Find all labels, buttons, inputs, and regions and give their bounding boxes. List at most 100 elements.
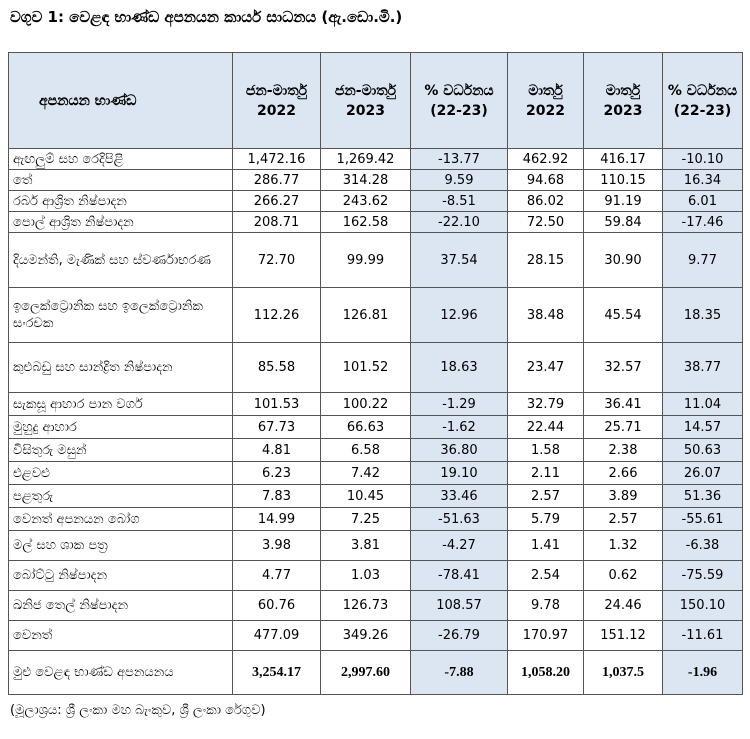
value-cell: 99.99	[320, 232, 411, 288]
row-label: මුළු වෙළඳ භාණ්ඩ අපනයනය	[8, 650, 233, 695]
value-cell: 5.79	[507, 507, 584, 531]
value-cell: 7.25	[320, 507, 411, 531]
value-cell: 2.57	[507, 484, 584, 508]
value-cell: -4.27	[410, 530, 508, 561]
value-cell: 72.70	[232, 232, 321, 288]
value-cell: 37.54	[410, 232, 508, 288]
value-cell: 66.63	[320, 415, 411, 439]
value-cell: 266.27	[232, 190, 321, 212]
value-cell: 6.58	[320, 438, 411, 462]
value-cell: -17.46	[662, 211, 743, 233]
header-cell: මාර්තු 2022	[507, 52, 584, 149]
value-cell: 100.22	[320, 392, 411, 416]
row-label: රබර් ආශ්‍රිත නිෂ්පාදන	[8, 190, 233, 212]
table-row: එළවළු 6.23 7.42 19.10 2.11 2.66 26.07	[8, 461, 743, 485]
value-cell: 12.96	[410, 287, 508, 343]
value-cell: 1.41	[507, 530, 584, 561]
table-title: වගුව 1: වෙළඳ භාණ්ඩ අපනයන කාර්ය සාධනය (ඇ.…	[10, 8, 403, 26]
header-row: අපනයන භාණ්ඩ ජන-මාර්තු 2022 ජන-මාර්තු 2023%…	[8, 52, 743, 149]
row-label: වෙනත් අපනයන බෝග	[8, 507, 233, 531]
row-label: විසිතුරු මසුන්	[8, 438, 233, 462]
value-cell: -8.51	[410, 190, 508, 212]
table-row: මුහුදු ආහාර 67.73 66.63 -1.62 22.44 25.71 14.5…	[8, 415, 743, 439]
value-cell: 126.73	[320, 590, 411, 621]
value-cell: 151.12	[583, 620, 663, 651]
value-cell: -26.79	[410, 620, 508, 651]
value-cell: 1,058.20	[507, 650, 584, 695]
value-cell: -55.61	[662, 507, 743, 531]
value-cell: 16.34	[662, 169, 743, 191]
value-cell: 45.54	[583, 287, 663, 343]
row-label: පොල් ආශ්‍රිත නිෂ්පාදන	[8, 211, 233, 233]
value-cell: 2.57	[583, 507, 663, 531]
value-cell: 72.50	[507, 211, 584, 233]
row-label: මල් සහ ශාක පත්‍ර	[8, 530, 233, 561]
row-label: ඉලෙක්ට්‍රොනික සහ ඉලෙක්ට්‍රොනික සංරචක	[8, 287, 233, 343]
table-row: දියමන්ති, මැණික් සහ ස්වර්ණාභරණ 72.70 99.99…	[8, 232, 743, 288]
value-cell: 2.11	[507, 461, 584, 485]
value-cell: 4.77	[232, 560, 321, 591]
value-cell: 7.83	[232, 484, 321, 508]
value-cell: 101.53	[232, 392, 321, 416]
value-cell: 30.90	[583, 232, 663, 288]
header-cell: මාර්තු 2023	[583, 52, 663, 149]
header-cell: ජන-මාර්තු 2022	[232, 52, 321, 149]
value-cell: 86.02	[507, 190, 584, 212]
table-row: මුළු වෙළඳ භාණ්ඩ අපනයනය 3,254.17 2,997.60 -7…	[8, 650, 743, 695]
value-cell: 3.81	[320, 530, 411, 561]
row-label: දියමන්ති, මැණික් සහ ස්වර්ණාභරණ	[8, 232, 233, 288]
value-cell: 91.19	[583, 190, 663, 212]
value-cell: 1,037.5	[583, 650, 663, 695]
value-cell: -78.41	[410, 560, 508, 591]
row-label: බෝට්ටු නිෂ්පාදන	[8, 560, 233, 591]
header-cell: අපනයන භාණ්ඩ	[8, 52, 233, 149]
value-cell: -7.88	[410, 650, 508, 695]
table-row: ඇඟලුම් සහ රෙදිපිළි 1,472.16 1,269.42 -13.77…	[8, 148, 743, 170]
value-cell: 22.44	[507, 415, 584, 439]
table-row: බෝට්ටු නිෂ්පාදන 4.77 1.03 -78.41 2.54 0.62 -75…	[8, 560, 743, 591]
value-cell: 2.54	[507, 560, 584, 591]
value-cell: 6.01	[662, 190, 743, 212]
value-cell: 9.59	[410, 169, 508, 191]
value-cell: 416.17	[583, 148, 663, 170]
table-row: සැකසූ ආහාර පාන වර්ග 101.53 100.22 -1.29 32.7…	[8, 392, 743, 416]
table-row: මල් සහ ශාක පත්‍ර 3.98 3.81 -4.27 1.41 1.32 -6.…	[8, 530, 743, 561]
source-note: (මූලාශ්‍රය: ශ්‍රී ලංකා මහ බැංකුව, ශ්‍රී …	[10, 703, 266, 718]
value-cell: 170.97	[507, 620, 584, 651]
table-body: ඇඟලුම් සහ රෙදිපිළි 1,472.16 1,269.42 -13.77…	[8, 148, 743, 695]
table-row: පළතුරු 7.83 10.45 33.46 2.57 3.89 51.36	[8, 484, 743, 508]
value-cell: 94.68	[507, 169, 584, 191]
value-cell: 477.09	[232, 620, 321, 651]
table-row: වෙනත් 477.09 349.26 -26.79 170.97 151.12 -11.6…	[8, 620, 743, 651]
value-cell: -1.29	[410, 392, 508, 416]
value-cell: 0.62	[583, 560, 663, 591]
value-cell: 2.38	[583, 438, 663, 462]
value-cell: 150.10	[662, 590, 743, 621]
value-cell: 36.41	[583, 392, 663, 416]
value-cell: -11.61	[662, 620, 743, 651]
value-cell: 162.58	[320, 211, 411, 233]
value-cell: 108.57	[410, 590, 508, 621]
value-cell: 19.10	[410, 461, 508, 485]
value-cell: -75.59	[662, 560, 743, 591]
value-cell: 1.32	[583, 530, 663, 561]
row-label: මුහුදු ආහාර	[8, 415, 233, 439]
value-cell: 2,997.60	[320, 650, 411, 695]
value-cell: 2.66	[583, 461, 663, 485]
value-cell: 1.03	[320, 560, 411, 591]
value-cell: 314.28	[320, 169, 411, 191]
value-cell: 3.98	[232, 530, 321, 561]
value-cell: -6.38	[662, 530, 743, 561]
value-cell: 462.92	[507, 148, 584, 170]
row-label: තේ	[8, 169, 233, 191]
value-cell: -22.10	[410, 211, 508, 233]
value-cell: 126.81	[320, 287, 411, 343]
value-cell: 6.23	[232, 461, 321, 485]
value-cell: 208.71	[232, 211, 321, 233]
value-cell: -1.62	[410, 415, 508, 439]
value-cell: 1,269.42	[320, 148, 411, 170]
value-cell: 243.62	[320, 190, 411, 212]
export-table: අපනයන භාණ්ඩ ජන-මාර්තු 2022 ජන-මාර්තු 2023%…	[8, 52, 743, 695]
value-cell: -51.63	[410, 507, 508, 531]
